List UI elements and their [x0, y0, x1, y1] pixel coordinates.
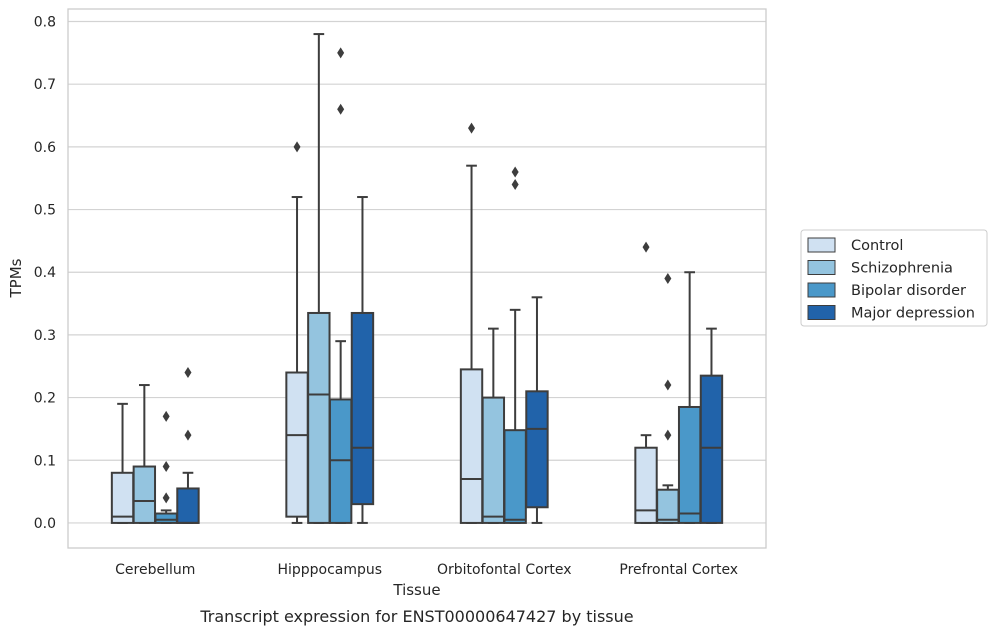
- y-tick-label: 0.3: [34, 328, 56, 344]
- box: [110, 471, 135, 524]
- legend-label: Schizophrenia: [851, 261, 953, 277]
- y-axis-ticks: 0.0 0.1 0.2 0.3 0.4 0.5 0.6 0.7 0.8: [34, 15, 56, 532]
- box: [503, 429, 527, 524]
- outlier-point: [337, 103, 345, 115]
- box: [285, 371, 309, 518]
- y-tick-label: 0.1: [34, 453, 56, 469]
- box-series: [110, 33, 724, 524]
- legend: Control Schizophrenia Bipolar disorder Majo…: [800, 229, 988, 327]
- y-tick-label: 0.5: [34, 203, 56, 219]
- outlier-point: [162, 492, 170, 504]
- outlier-point: [664, 429, 672, 441]
- box-group: [285, 141, 309, 524]
- box-group: [459, 122, 484, 524]
- box-group: [350, 196, 375, 524]
- outlier-point: [642, 241, 650, 253]
- legend-swatch: [807, 282, 836, 298]
- outlier-point: [184, 429, 192, 441]
- box: [307, 311, 331, 524]
- box: [699, 374, 724, 524]
- legend-frame: [800, 229, 988, 327]
- x-axis-ticks: Cerebellum Hipppocampus Orbitofontal Corte…: [115, 562, 738, 578]
- outlier-point: [511, 178, 519, 190]
- x-tick-label: Hipppocampus: [277, 562, 382, 578]
- box-group: [328, 47, 353, 524]
- y-tick-label: 0.7: [34, 77, 56, 93]
- box-group: [132, 384, 157, 524]
- box: [656, 488, 680, 524]
- box: [132, 465, 157, 524]
- x-axis-title: Tissue: [392, 581, 440, 599]
- legend-label: Bipolar disorder: [851, 283, 966, 299]
- box-group: [110, 402, 135, 524]
- y-tick-label: 0.4: [34, 265, 56, 281]
- outlier-point: [184, 367, 192, 379]
- x-tick-label: Orbitofontal Cortex: [437, 562, 572, 578]
- outlier-point: [664, 379, 672, 391]
- y-tick-label: 0.8: [34, 15, 56, 31]
- box-group: [634, 241, 658, 524]
- box-group: [176, 367, 200, 524]
- y-tick-label: 0.0: [34, 516, 56, 532]
- outlier-point: [664, 273, 672, 284]
- box: [481, 396, 506, 524]
- box-group: [656, 273, 680, 524]
- legend-swatch: [807, 260, 836, 275]
- box-group: [307, 33, 331, 524]
- box-group: [525, 296, 549, 524]
- legend-swatch: [807, 237, 836, 253]
- box: [176, 487, 200, 524]
- x-tick-label: Cerebellum: [115, 562, 195, 578]
- box-group: [699, 327, 724, 524]
- outlier-point: [337, 47, 345, 59]
- outlier-point: [468, 122, 476, 134]
- outlier-point: [162, 461, 170, 473]
- box: [525, 390, 549, 509]
- box: [459, 368, 484, 524]
- legend-swatch: [807, 305, 836, 320]
- outlier-point: [511, 166, 519, 178]
- x-tick-label: Prefrontal Cortex: [619, 562, 738, 578]
- chart-caption: Transcript expression for ENST0000064742…: [199, 607, 633, 626]
- outlier-point: [162, 410, 170, 422]
- box-group: [503, 166, 527, 524]
- gridlines: [68, 20, 766, 524]
- legend-label: Control: [851, 238, 903, 254]
- y-tick-label: 0.6: [34, 140, 56, 156]
- box: [634, 446, 658, 524]
- box-group: [481, 327, 506, 524]
- box: [154, 512, 178, 524]
- y-axis-title: TPMs: [7, 258, 25, 298]
- outlier-point: [293, 141, 301, 153]
- box: [350, 311, 375, 506]
- legend-label: Major depression: [851, 306, 975, 322]
- box: [677, 405, 702, 524]
- box-group: [154, 410, 178, 524]
- plot-area-frame: [67, 8, 767, 549]
- y-tick-label: 0.2: [34, 391, 56, 407]
